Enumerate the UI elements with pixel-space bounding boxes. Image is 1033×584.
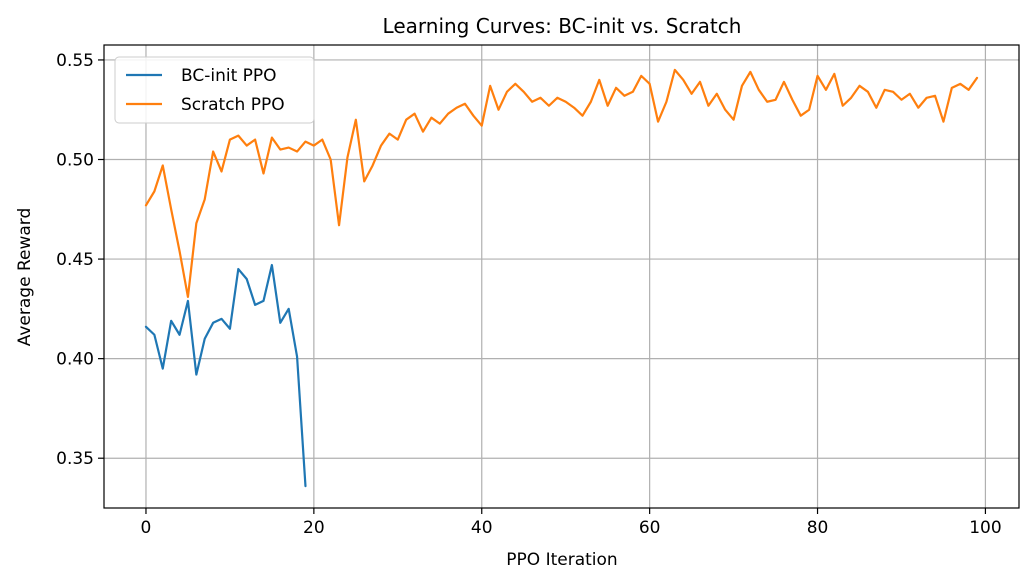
y-tick-label: 0.55 <box>56 51 94 71</box>
y-axis-ticks: 0.35 0.40 0.45 0.50 0.55 <box>56 51 104 469</box>
x-tick-label: 80 <box>807 518 829 538</box>
x-tick-label: 40 <box>471 518 493 538</box>
x-tick-label: 60 <box>639 518 661 538</box>
series-line-0 <box>144 263 307 488</box>
series-line-1 <box>144 68 979 299</box>
plot-frame <box>103 44 1020 509</box>
x-tick-label: 20 <box>303 518 325 538</box>
legend: BC-init PPO Scratch PPO <box>114 56 315 124</box>
x-tick-label: 100 <box>969 518 1001 538</box>
legend-label-scratch: Scratch PPO <box>181 95 285 115</box>
y-tick-label: 0.40 <box>56 350 94 370</box>
legend-box <box>114 56 315 124</box>
chart-title: Learning Curves: BC-init vs. Scratch <box>383 14 742 38</box>
x-tick-label: 0 <box>141 518 152 538</box>
legend-label-bc-init: BC-init PPO <box>181 66 277 86</box>
y-tick-label: 0.45 <box>56 250 94 270</box>
series-layer <box>144 68 979 488</box>
y-axis-label: Average Reward <box>15 208 35 347</box>
x-axis-ticks: 0 20 40 60 80 100 <box>141 508 1002 538</box>
y-tick-label: 0.35 <box>56 449 94 469</box>
x-axis-label: PPO Iteration <box>506 550 617 570</box>
y-tick-label: 0.50 <box>56 151 94 171</box>
